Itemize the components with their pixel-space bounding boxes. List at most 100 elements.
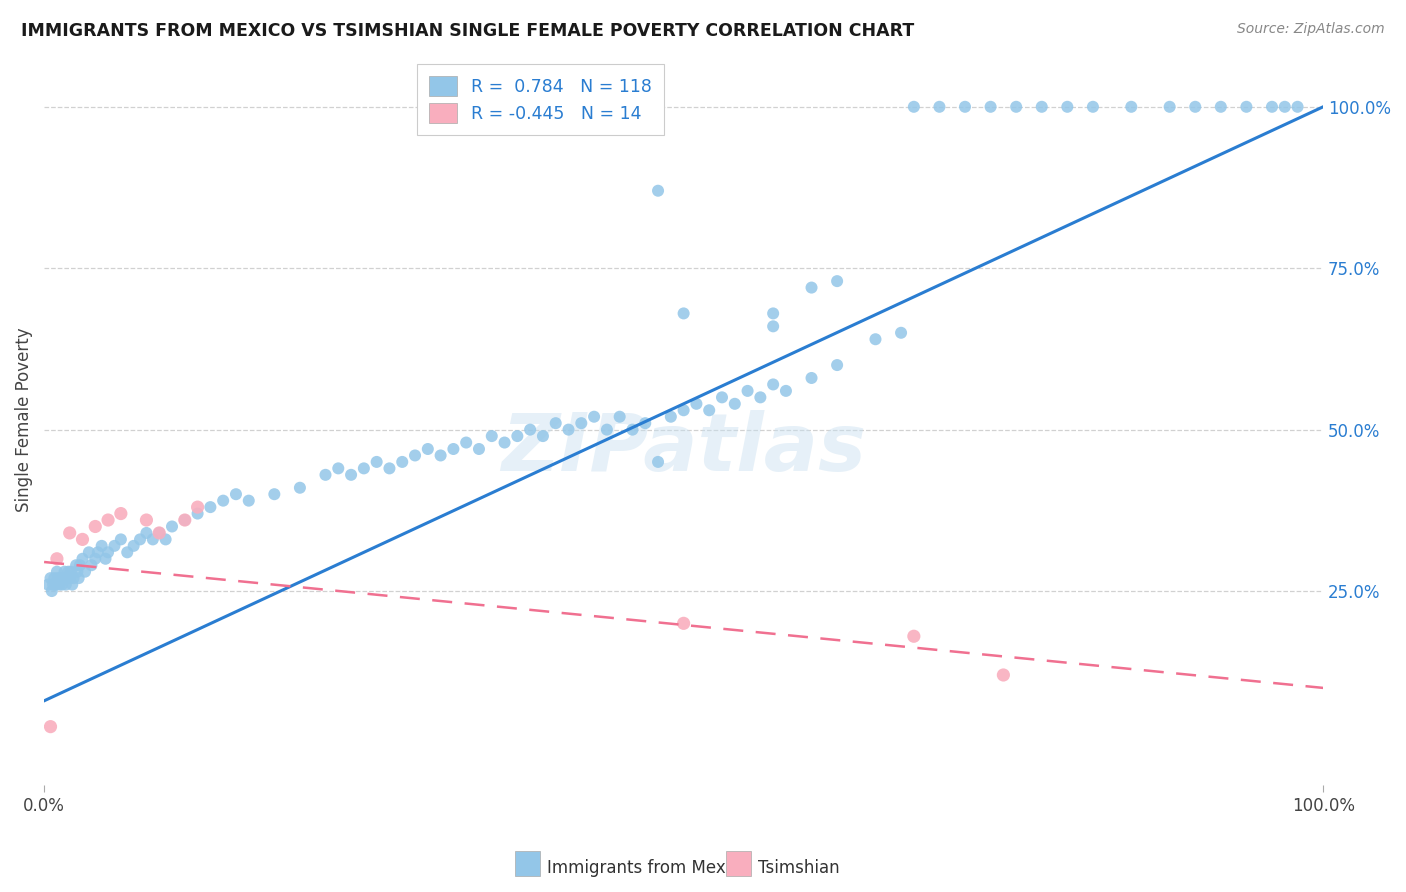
Point: [46, 571, 69, 585]
Point: [135, 513, 157, 527]
Point: [288, 481, 311, 495]
Point: [980, 100, 1002, 114]
Point: [148, 525, 170, 540]
Point: [148, 525, 170, 540]
Point: [55, 577, 77, 591]
Point: [73, 565, 96, 579]
Point: [672, 306, 695, 320]
Point: [825, 358, 848, 372]
Point: [647, 455, 669, 469]
Point: [80, 558, 103, 573]
Point: [58, 565, 80, 579]
Point: [52, 571, 75, 585]
Point: [173, 513, 195, 527]
Text: IMMIGRANTS FROM MEXICO VS TSIMSHIAN SINGLE FEMALE POVERTY CORRELATION CHART: IMMIGRANTS FROM MEXICO VS TSIMSHIAN SING…: [21, 22, 914, 40]
Point: [42, 577, 65, 591]
Point: [87, 545, 110, 559]
Point: [94, 551, 117, 566]
Point: [762, 306, 785, 320]
Point: [659, 409, 682, 424]
Point: [238, 493, 260, 508]
Point: [200, 500, 222, 515]
Point: [45, 577, 67, 591]
Point: [59, 565, 82, 579]
Point: [1081, 100, 1104, 114]
Point: [391, 455, 413, 469]
Point: [117, 545, 139, 559]
Point: [39, 571, 62, 585]
Point: [72, 533, 94, 547]
Point: [49, 571, 72, 585]
Point: [429, 449, 451, 463]
Point: [749, 390, 772, 404]
Point: [903, 629, 925, 643]
Point: [129, 533, 152, 547]
Point: [103, 539, 125, 553]
Point: [366, 455, 388, 469]
Point: [609, 409, 631, 424]
Point: [1031, 100, 1053, 114]
Point: [481, 429, 503, 443]
Point: [762, 377, 785, 392]
Point: [48, 577, 70, 591]
Point: [928, 100, 950, 114]
Point: [187, 500, 209, 515]
Point: [1184, 100, 1206, 114]
Point: [56, 571, 79, 585]
Point: [44, 571, 66, 585]
Point: [544, 416, 567, 430]
Point: [59, 571, 82, 585]
Point: [53, 565, 76, 579]
Point: [315, 467, 337, 482]
Point: [775, 384, 797, 398]
Point: [416, 442, 439, 456]
Point: [135, 525, 157, 540]
Point: [724, 397, 747, 411]
Point: [62, 571, 84, 585]
Text: Source: ZipAtlas.com: Source: ZipAtlas.com: [1237, 22, 1385, 37]
Point: [353, 461, 375, 475]
Point: [84, 551, 107, 566]
Point: [1261, 100, 1284, 114]
Point: [865, 332, 887, 346]
Point: [1056, 100, 1078, 114]
Text: Tsimshian: Tsimshian: [758, 859, 839, 877]
Point: [1209, 100, 1232, 114]
Point: [800, 371, 823, 385]
Point: [456, 435, 478, 450]
Point: [993, 668, 1015, 682]
Point: [621, 423, 644, 437]
Point: [953, 100, 976, 114]
Point: [737, 384, 759, 398]
Point: [110, 507, 132, 521]
Point: [110, 533, 132, 547]
Point: [60, 577, 83, 591]
Point: [39, 720, 62, 734]
Point: [77, 545, 100, 559]
Point: [672, 616, 695, 631]
Point: [378, 461, 401, 475]
Point: [531, 429, 554, 443]
Point: [340, 467, 363, 482]
Point: [263, 487, 285, 501]
Point: [90, 539, 112, 553]
Point: [800, 280, 823, 294]
Point: [825, 274, 848, 288]
Point: [647, 184, 669, 198]
Point: [1274, 100, 1296, 114]
Point: [634, 416, 657, 430]
Y-axis label: Single Female Poverty: Single Female Poverty: [15, 327, 32, 512]
Point: [66, 565, 89, 579]
Point: [404, 449, 426, 463]
Point: [155, 533, 177, 547]
Point: [328, 461, 350, 475]
Point: [685, 397, 707, 411]
Point: [173, 513, 195, 527]
Point: [1286, 100, 1309, 114]
Point: [890, 326, 912, 340]
Point: [1159, 100, 1181, 114]
Point: [596, 423, 619, 437]
Point: [506, 429, 529, 443]
Point: [122, 539, 145, 553]
Point: [1121, 100, 1143, 114]
